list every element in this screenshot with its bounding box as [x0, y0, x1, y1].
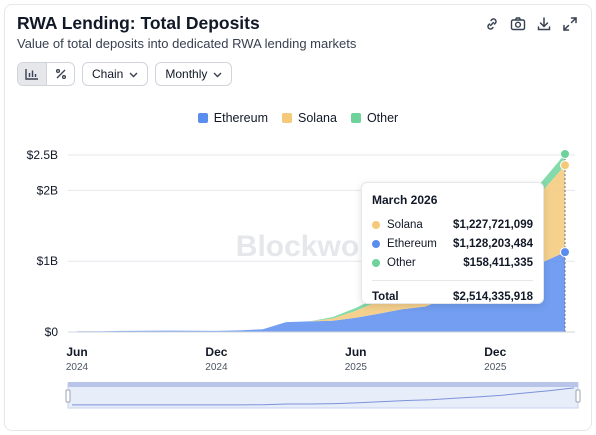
tooltip-total-label: Total [372, 290, 399, 303]
tooltip-row-other: Other $158,411,335 [372, 253, 533, 272]
tooltip-total-value: $2,514,335,918 [453, 290, 533, 303]
tooltip-series-value: $1,128,203,484 [453, 237, 533, 250]
y-tick-label: $2B [37, 183, 58, 197]
legend-swatch [350, 113, 361, 123]
range-handle-right[interactable] [575, 389, 581, 403]
legend-label: Other [366, 111, 399, 125]
tooltip-series-name: Ethereum [387, 237, 437, 250]
x-tick-year: 2025 [345, 362, 368, 373]
y-tick-label: $0 [45, 325, 59, 339]
tooltip-title: March 2026 [372, 193, 438, 207]
tooltip-dot [372, 239, 380, 248]
area-ethereum [77, 252, 565, 332]
camera-icon[interactable] [510, 16, 526, 32]
x-tick-label: Dec [205, 345, 227, 359]
percent-icon[interactable] [46, 63, 74, 85]
chevron-down-icon [213, 67, 222, 81]
hover-point-solana[interactable] [560, 160, 570, 171]
x-tick-label: Dec [484, 345, 506, 359]
range-navigator-line [72, 387, 575, 406]
period-dropdown[interactable]: Monthly [155, 62, 233, 86]
download-icon[interactable] [536, 16, 552, 32]
chart-title: RWA Lending: Total Deposits [17, 13, 260, 33]
tooltip-series-name: Other [387, 256, 416, 269]
period-dropdown-label: Monthly [165, 67, 208, 81]
tooltip-series-value: $1,227,721,099 [453, 218, 533, 231]
y-tick-label: $1B [37, 254, 58, 268]
chart-legend: Ethereum Solana Other [0, 111, 596, 125]
legend-item-other[interactable]: Other [350, 111, 399, 125]
tooltip-dot [372, 220, 380, 229]
chain-dropdown-label: Chain [92, 67, 124, 81]
tooltip-divider [372, 280, 533, 281]
legend-label: Ethereum [213, 111, 268, 125]
chart-controls: Chain Monthly [17, 62, 233, 86]
x-tick-year: 2025 [484, 362, 507, 373]
x-tick-label: Jun [66, 345, 87, 359]
range-handle-left[interactable] [65, 389, 71, 403]
legend-swatch [197, 113, 208, 123]
tooltip-row-solana: Solana $1,227,721,099 [372, 215, 533, 234]
tooltip-series-name: Solana [387, 218, 423, 231]
x-tick-label: Jun [345, 345, 366, 359]
tooltip-dot [372, 258, 380, 267]
tooltip-row-total: Total $2,514,335,918 [372, 287, 533, 306]
chart-mode-toggle [17, 62, 75, 86]
toolbar [484, 16, 578, 32]
legend-swatch [282, 113, 292, 123]
legend-item-ethereum[interactable]: Ethereum [197, 111, 268, 125]
tooltip-series-value: $158,411,335 [463, 256, 533, 269]
chain-dropdown[interactable]: Chain [82, 62, 149, 86]
hover-point-other[interactable] [560, 148, 570, 159]
bar-chart-icon[interactable] [18, 63, 46, 85]
tooltip-row-ethereum: Ethereum $1,128,203,484 [372, 234, 533, 253]
expand-icon[interactable] [562, 16, 578, 32]
x-tick-year: 2024 [66, 362, 89, 373]
x-tick-year: 2024 [205, 362, 228, 373]
y-tick-label: $2.5B [27, 148, 58, 162]
hover-point-ethereum[interactable] [560, 247, 570, 258]
link-icon[interactable] [484, 16, 500, 32]
legend-label: Solana [298, 111, 337, 125]
chevron-down-icon [129, 67, 138, 81]
chart-tooltip: March 2026 Solana $1,227,721,099 Ethereu… [361, 182, 544, 304]
legend-item-solana[interactable]: Solana [282, 111, 337, 125]
range-navigator-bar[interactable] [68, 382, 578, 387]
chart-subtitle: Value of total deposits into dedicated R… [17, 36, 357, 51]
